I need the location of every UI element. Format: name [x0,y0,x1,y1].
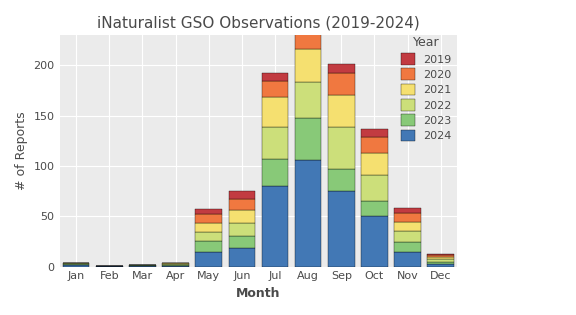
Bar [427,255,454,256]
Bar [361,175,388,201]
Bar [262,186,288,266]
Bar [63,265,89,266]
Bar [427,261,454,264]
Bar [195,214,222,223]
Bar [395,213,421,222]
Bar [262,159,288,186]
Bar [229,210,255,223]
Bar [195,232,222,241]
Bar [427,259,454,261]
Bar [395,251,421,266]
Bar [395,243,421,251]
Bar [195,209,222,214]
Bar [361,129,388,137]
Bar [427,264,454,266]
Bar [195,223,222,232]
Bar [162,263,189,264]
Bar [295,118,321,160]
Bar [129,265,156,266]
Bar [395,232,421,243]
Bar [395,222,421,232]
Bar [395,208,421,213]
Bar [162,264,189,265]
Bar [229,199,255,210]
Bar [361,153,388,175]
Bar [229,223,255,237]
Bar [262,127,288,159]
Bar [328,191,355,266]
Bar [295,30,321,49]
Bar [361,201,388,216]
Y-axis label: # of Reports: # of Reports [15,112,28,190]
Bar [229,191,255,199]
Bar [229,237,255,249]
Bar [328,127,355,169]
Bar [295,49,321,82]
Legend: 2019, 2020, 2021, 2022, 2023, 2024: 2019, 2020, 2021, 2022, 2023, 2024 [401,36,452,141]
Bar [295,82,321,118]
Bar [63,264,89,265]
Bar [427,254,454,255]
Bar [262,97,288,127]
X-axis label: Month: Month [236,287,281,300]
Bar [328,169,355,191]
Bar [63,263,89,264]
Bar [427,256,454,259]
Bar [328,65,355,72]
Bar [195,241,222,251]
Bar [262,72,288,81]
Bar [361,216,388,266]
Bar [295,22,321,30]
Bar [229,249,255,266]
Bar [328,72,355,94]
Bar [262,81,288,97]
Bar [295,160,321,266]
Bar [162,265,189,266]
Bar [361,137,388,153]
Bar [328,94,355,127]
Title: iNaturalist GSO Observations (2019-2024): iNaturalist GSO Observations (2019-2024) [97,15,420,30]
Bar [195,251,222,266]
